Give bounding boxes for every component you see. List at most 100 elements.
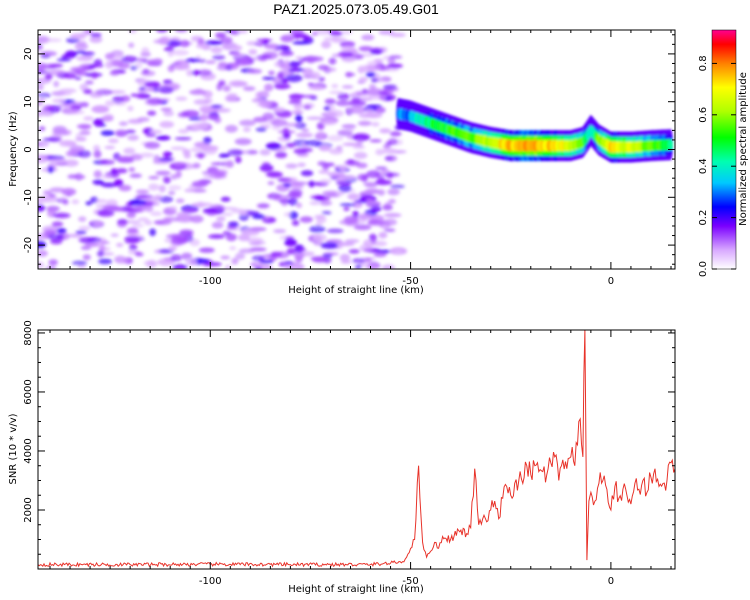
heatmap-cell: [47, 234, 64, 240]
heatmap-cell: [85, 201, 92, 206]
heatmap-cell: [309, 201, 321, 206]
heatmap-cell: [146, 87, 156, 92]
heatmap-cell: [42, 105, 53, 112]
heatmap-cell: [322, 252, 339, 256]
heatmap-cell: [124, 220, 141, 224]
heatmap-cell: [338, 184, 352, 193]
heatmap-cell: [93, 170, 103, 179]
heatmap-cell: [309, 225, 326, 233]
heatmap-cell: [147, 97, 164, 105]
heatmap-cell: [92, 119, 103, 126]
spectrogram-x-label: Height of straight line (km): [288, 285, 424, 296]
heatmap-cell: [208, 234, 225, 239]
heatmap-cell: [179, 40, 190, 48]
heatmap-cell: [59, 88, 77, 93]
heatmap-cell: [319, 200, 332, 206]
heatmap-cell: [255, 127, 267, 132]
heatmap-cell: [327, 135, 344, 142]
heatmap-cell: [339, 165, 347, 172]
heatmap-cell: [369, 139, 382, 143]
heatmap-cell: [256, 203, 270, 209]
heatmap-cell: [69, 145, 85, 153]
heatmap-cell: [152, 86, 159, 93]
heatmap-cell: [264, 83, 274, 92]
colorbar-tick-label: 0.6: [698, 107, 709, 123]
heatmap-cell: [61, 188, 77, 196]
heatmap-cell: [388, 199, 396, 204]
heatmap-cell: [381, 264, 395, 269]
heatmap-cell: [178, 129, 189, 134]
heatmap-cell: [244, 211, 260, 216]
heatmap-cell: [382, 172, 400, 177]
heatmap-cell: [92, 179, 105, 185]
heatmap-cell: [100, 130, 115, 137]
heatmap-cell: [284, 59, 290, 67]
heatmap-cell: [210, 162, 228, 166]
heatmap-cell: [288, 100, 302, 105]
heatmap-cell: [75, 230, 87, 234]
heatmap-cell: [349, 93, 356, 97]
heatmap-cell: [79, 83, 89, 92]
heatmap-cell: [300, 170, 314, 177]
heatmap-cell: [295, 55, 302, 60]
heatmap-cell: [339, 203, 356, 207]
heatmap-cell: [262, 76, 276, 81]
y-tick-label: 10: [23, 95, 34, 108]
heatmap-cell: [352, 145, 366, 149]
heatmap-cell: [356, 139, 364, 147]
heatmap-cell: [292, 41, 310, 45]
heatmap-cell: [295, 114, 303, 123]
heatmap-cell: [137, 117, 150, 122]
heatmap-cell: [337, 129, 353, 137]
heatmap-cell: [382, 204, 393, 211]
heatmap-cell: [80, 245, 92, 250]
heatmap-cell: [127, 134, 139, 141]
heatmap-cell: [358, 97, 373, 102]
spectrogram-y-ticks: -20 -10 0 10 20: [23, 34, 675, 265]
heatmap-cell: [186, 69, 194, 77]
snr-frame: [37, 329, 676, 570]
heatmap-cell: [366, 65, 383, 71]
heatmap-cell: [48, 69, 65, 76]
heatmap-cell: [74, 76, 82, 81]
heatmap-cell: [257, 90, 270, 99]
heatmap-cell: [243, 127, 251, 133]
heatmap-cell: [292, 181, 302, 187]
heatmap-cell: [203, 136, 212, 144]
heatmap-cell: [353, 151, 368, 160]
heatmap-cell: [52, 130, 69, 136]
heatmap-cell: [192, 162, 201, 169]
heatmap-cell: [351, 258, 366, 264]
heatmap-cell: [115, 129, 128, 137]
heatmap-cell: [127, 105, 134, 112]
heatmap-cell: [64, 71, 82, 75]
heatmap-cell: [389, 131, 402, 137]
heatmap-cell: [331, 53, 344, 57]
heatmap-cell: [52, 212, 71, 219]
heatmap-cell: [259, 259, 274, 264]
heatmap-cell: [251, 255, 265, 262]
heatmap-cell: [251, 98, 266, 103]
heatmap-cell: [373, 58, 384, 63]
heatmap-cell: [148, 176, 160, 180]
heatmap-cell: [326, 109, 344, 118]
heatmap-cell: [202, 208, 218, 213]
heatmap-cell: [127, 227, 139, 234]
heatmap-cell: [226, 226, 237, 230]
heatmap-cell: [181, 252, 193, 260]
y-tick-label: 0: [23, 146, 34, 152]
heatmap-cell: [194, 88, 204, 93]
heatmap-cell: [271, 119, 288, 127]
heatmap-cell: [237, 30, 248, 34]
snr-y-label: SNR (10 * v/v): [8, 413, 19, 484]
heatmap-cell: [225, 124, 238, 133]
heatmap-cell: [184, 188, 196, 193]
colorbar-tick-label: 0.8: [698, 55, 709, 71]
heatmap-cell: [132, 223, 144, 228]
heatmap-cell: [337, 242, 355, 247]
heatmap-cell: [224, 94, 238, 102]
heatmap-cell: [38, 204, 46, 212]
heatmap-cell: [256, 103, 271, 107]
heatmap-cell: [139, 86, 146, 91]
heatmap-cell: [126, 212, 136, 219]
